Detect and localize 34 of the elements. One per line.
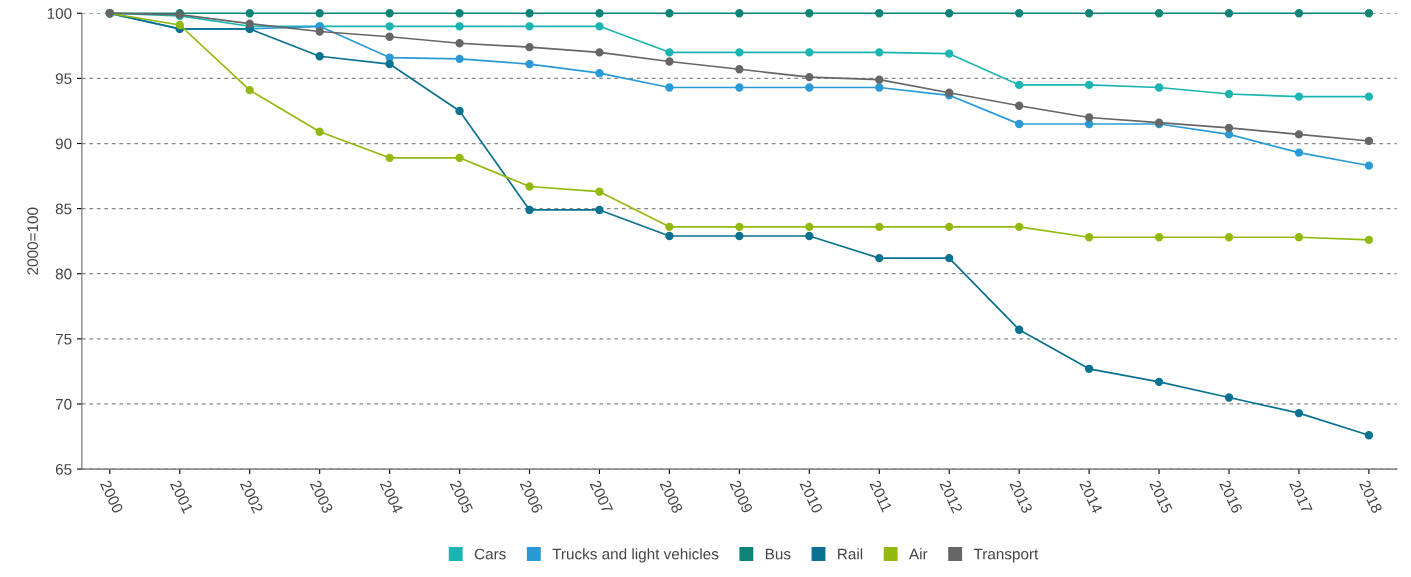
x-tick-label: 2001	[169, 479, 194, 514]
legend-label: Cars	[474, 548, 506, 560]
legend-label: Transport	[973, 548, 1039, 563]
x-tick-label: 2002	[239, 479, 264, 514]
x-tick-label: 2003	[309, 479, 334, 514]
y-tick-label: 100	[47, 8, 72, 19]
y-tick-label: 95	[55, 73, 72, 85]
x-tick-label: 2012	[939, 479, 963, 514]
x-tick-label: 2013	[1009, 479, 1033, 514]
legend-label: Air	[909, 548, 928, 560]
y-tick-label: 75	[55, 333, 72, 345]
y-tick-label: 65	[55, 463, 72, 475]
x-tick-label: 2008	[659, 479, 684, 514]
x-tick-label: 2011	[869, 479, 893, 513]
y-tick-label: 90	[55, 138, 72, 150]
x-tick-label: 2009	[729, 479, 754, 514]
x-tick-label: 2015	[1149, 479, 1173, 514]
legend-label: Rail	[838, 548, 863, 560]
x-tick-label: 2016	[1219, 479, 1243, 514]
x-tick-label: 2007	[589, 479, 614, 514]
x-tick-label: 2010	[799, 479, 824, 514]
y-tick-label: 70	[55, 398, 72, 410]
x-tick-label: 2005	[449, 479, 474, 514]
x-tick-label: 2006	[519, 479, 544, 514]
x-tick-label: 2017	[1289, 479, 1313, 514]
y-tick-label: 80	[55, 268, 72, 280]
y-axis-title: 2000=100	[27, 207, 39, 275]
y-tick-label: 85	[55, 203, 72, 215]
x-tick-label: 2004	[379, 479, 404, 514]
x-tick-label: 2000	[99, 479, 124, 514]
x-tick-label: 2014	[1079, 479, 1103, 514]
legend-label: Bus	[765, 548, 791, 560]
legend-label: Trucks and light vehicles	[552, 548, 719, 563]
x-tick-label: 2018	[1359, 479, 1383, 514]
